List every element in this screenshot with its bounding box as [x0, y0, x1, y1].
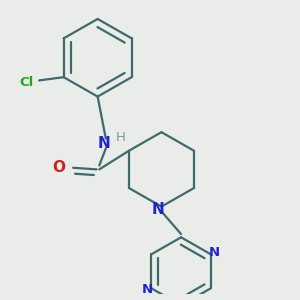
Text: H: H — [116, 131, 125, 144]
Text: N: N — [98, 136, 111, 151]
Text: O: O — [52, 160, 65, 175]
Text: N: N — [152, 202, 165, 217]
Text: N: N — [142, 284, 153, 296]
Text: Cl: Cl — [19, 76, 33, 88]
Text: N: N — [209, 246, 220, 259]
